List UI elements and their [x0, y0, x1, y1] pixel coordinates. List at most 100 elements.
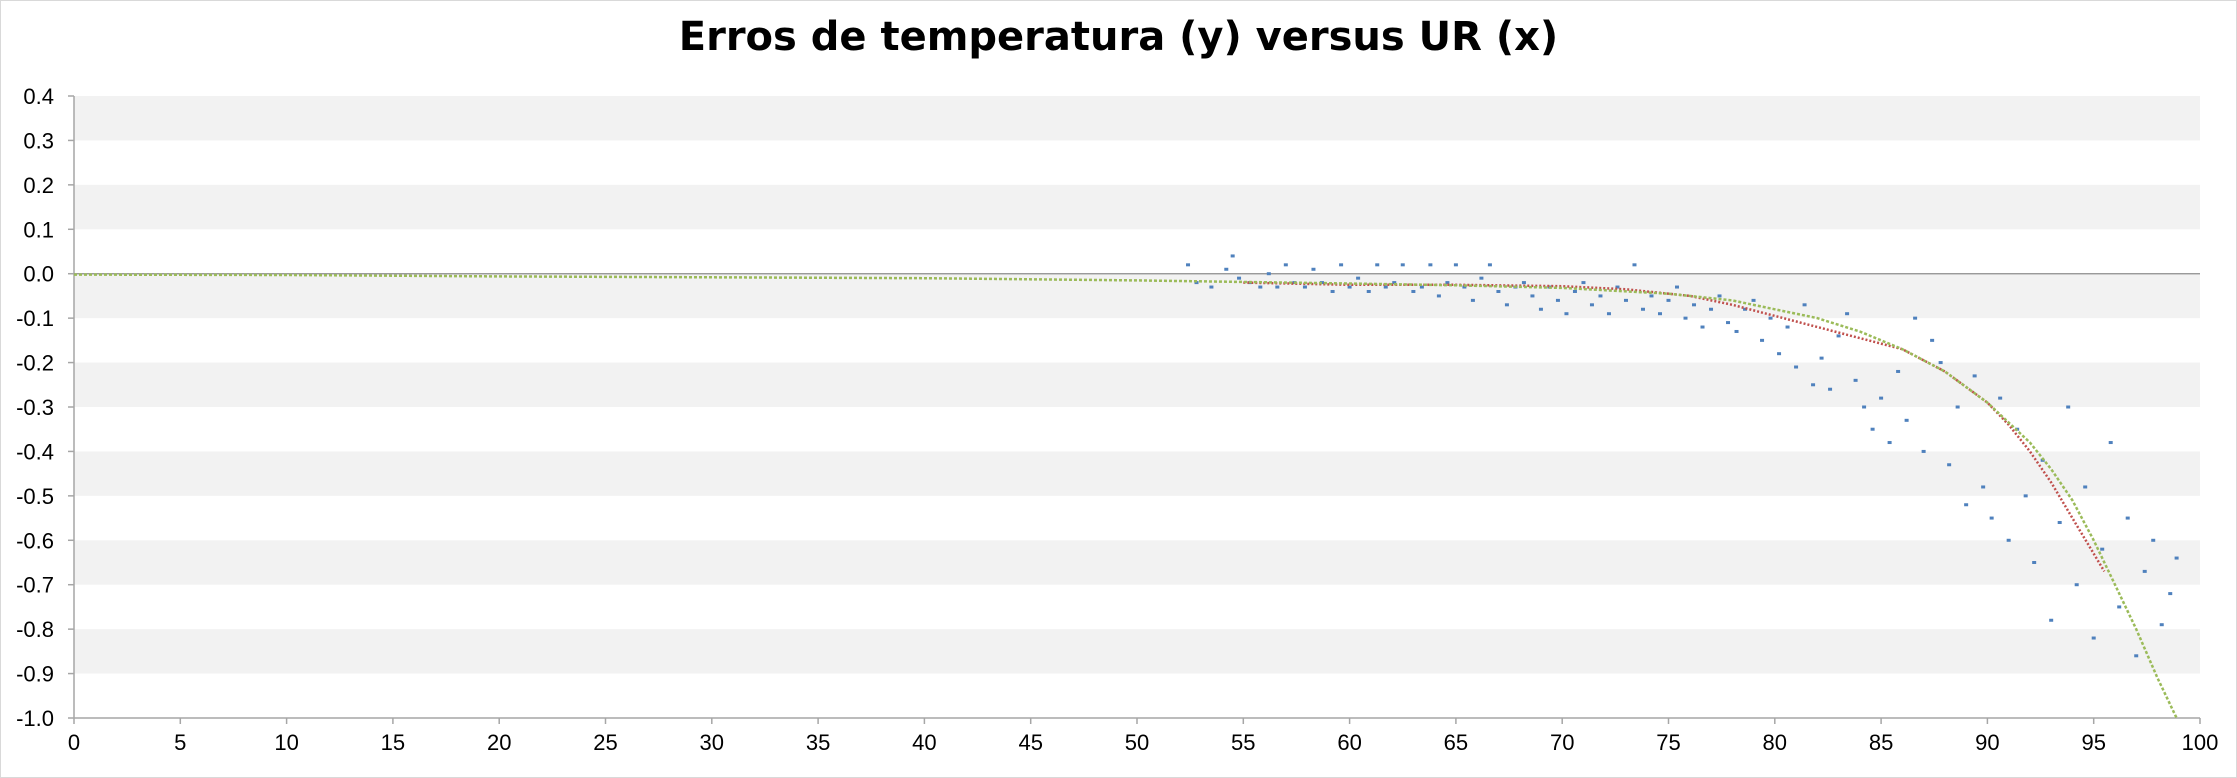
data-point [2117, 605, 2122, 609]
x-tick-label: 95 [2081, 730, 2105, 755]
data-point [1283, 263, 1288, 267]
data-point [2066, 405, 2071, 409]
data-point [1487, 263, 1492, 267]
x-tick-label: 80 [1763, 730, 1787, 755]
grid-band [74, 184, 2200, 230]
data-point [1258, 285, 1263, 289]
x-tick-label: 100 [2182, 730, 2219, 755]
data-point [1657, 312, 1662, 316]
data-point [1887, 441, 1892, 445]
y-tick-label: -0.3 [16, 395, 54, 420]
data-point [1186, 263, 1191, 267]
x-axis-ticks: 0 5 10 15 20 25 30 35 40 45 50 55 60 65 70 75 80 85 90 95 10… [68, 718, 2218, 755]
x-tick-label: 50 [1125, 730, 1149, 755]
data-point [1445, 281, 1450, 285]
data-point [1606, 312, 1611, 316]
data-point [1709, 307, 1714, 311]
y-tick-label: -0.2 [16, 351, 54, 376]
data-point [1904, 418, 1909, 422]
x-tick-label: 85 [1869, 730, 1893, 755]
series-line [1243, 281, 2106, 573]
grid-band [74, 96, 2200, 141]
series-0 [1186, 254, 2179, 658]
data-point [1496, 289, 1501, 293]
data-point [1700, 325, 1705, 329]
data-point [1311, 267, 1316, 271]
data-point [1383, 285, 1388, 289]
y-tick-label: -0.8 [16, 617, 54, 642]
data-point [1819, 356, 1824, 360]
data-point [1734, 329, 1739, 333]
data-point [1649, 294, 1654, 298]
data-point [2049, 618, 2054, 622]
data-point [1785, 325, 1790, 329]
data-point [1224, 267, 1229, 271]
data-point [1862, 405, 1867, 409]
y-tick-label: 0.3 [23, 128, 54, 153]
data-point [1972, 374, 1977, 378]
data-point [1930, 338, 1935, 342]
chart-title: Erros de temperatura (y) versus UR (x) [678, 14, 1559, 60]
y-tick-label: -1.0 [16, 706, 54, 731]
data-point [1743, 307, 1748, 311]
y-tick-label: -0.1 [16, 306, 54, 331]
data-point [1366, 289, 1371, 293]
grid-band [74, 629, 2200, 674]
data-point [1666, 298, 1671, 302]
data-point [1453, 263, 1458, 267]
data-point [1589, 303, 1594, 307]
data-point [1504, 303, 1509, 307]
y-tick-label: 0.2 [23, 173, 54, 198]
data-point [1194, 281, 1199, 285]
data-point [1375, 263, 1380, 267]
data-point [1632, 263, 1637, 267]
data-point [2134, 654, 2139, 658]
data-point [1462, 285, 1467, 289]
data-point [1237, 276, 1242, 280]
data-point [1411, 289, 1416, 293]
data-point [1266, 272, 1271, 276]
data-point [1811, 383, 1816, 387]
data-point [1921, 449, 1926, 453]
data-point [1275, 285, 1280, 289]
grid-bands [74, 96, 2200, 674]
data-point [1828, 387, 1833, 391]
data-point [1479, 276, 1484, 280]
data-point [1555, 298, 1560, 302]
x-tick-label: 15 [381, 730, 405, 755]
data-point [2159, 623, 2164, 627]
data-point [1751, 298, 1756, 302]
data-point [1581, 281, 1586, 285]
data-point [1989, 516, 1994, 520]
data-point [1209, 285, 1214, 289]
x-tick-label: 75 [1656, 730, 1680, 755]
data-point [1692, 303, 1697, 307]
data-point [2074, 583, 2079, 587]
data-point [1768, 316, 1773, 320]
data-point [1538, 307, 1543, 311]
data-point [1683, 316, 1688, 320]
x-tick-label: 35 [806, 730, 830, 755]
y-tick-label: -0.6 [16, 528, 54, 553]
data-point [1675, 285, 1680, 289]
series-1 [1243, 281, 2106, 573]
data-point [1347, 285, 1352, 289]
y-tick-label: 0.4 [23, 84, 54, 109]
data-point [1598, 294, 1603, 298]
data-point [1760, 338, 1765, 342]
series-line [73, 273, 2178, 719]
data-point [1717, 294, 1722, 298]
x-tick-label: 20 [487, 730, 511, 755]
x-tick-label: 0 [68, 730, 80, 755]
data-point [1802, 303, 1807, 307]
grid-band [74, 273, 2200, 319]
data-point [1572, 289, 1577, 293]
y-tick-label: 0.1 [23, 217, 54, 242]
x-tick-label: 70 [1550, 730, 1574, 755]
y-axis-ticks: 0.4 0.3 0.2 0.1 0.0 -0.1 -0.2 -0.3 -0.4 -0.5 -0.6 -… [16, 84, 74, 731]
data-point [2125, 516, 2130, 520]
grid-band [74, 362, 2200, 407]
grid-band [74, 451, 2200, 496]
data-point [1640, 307, 1645, 311]
